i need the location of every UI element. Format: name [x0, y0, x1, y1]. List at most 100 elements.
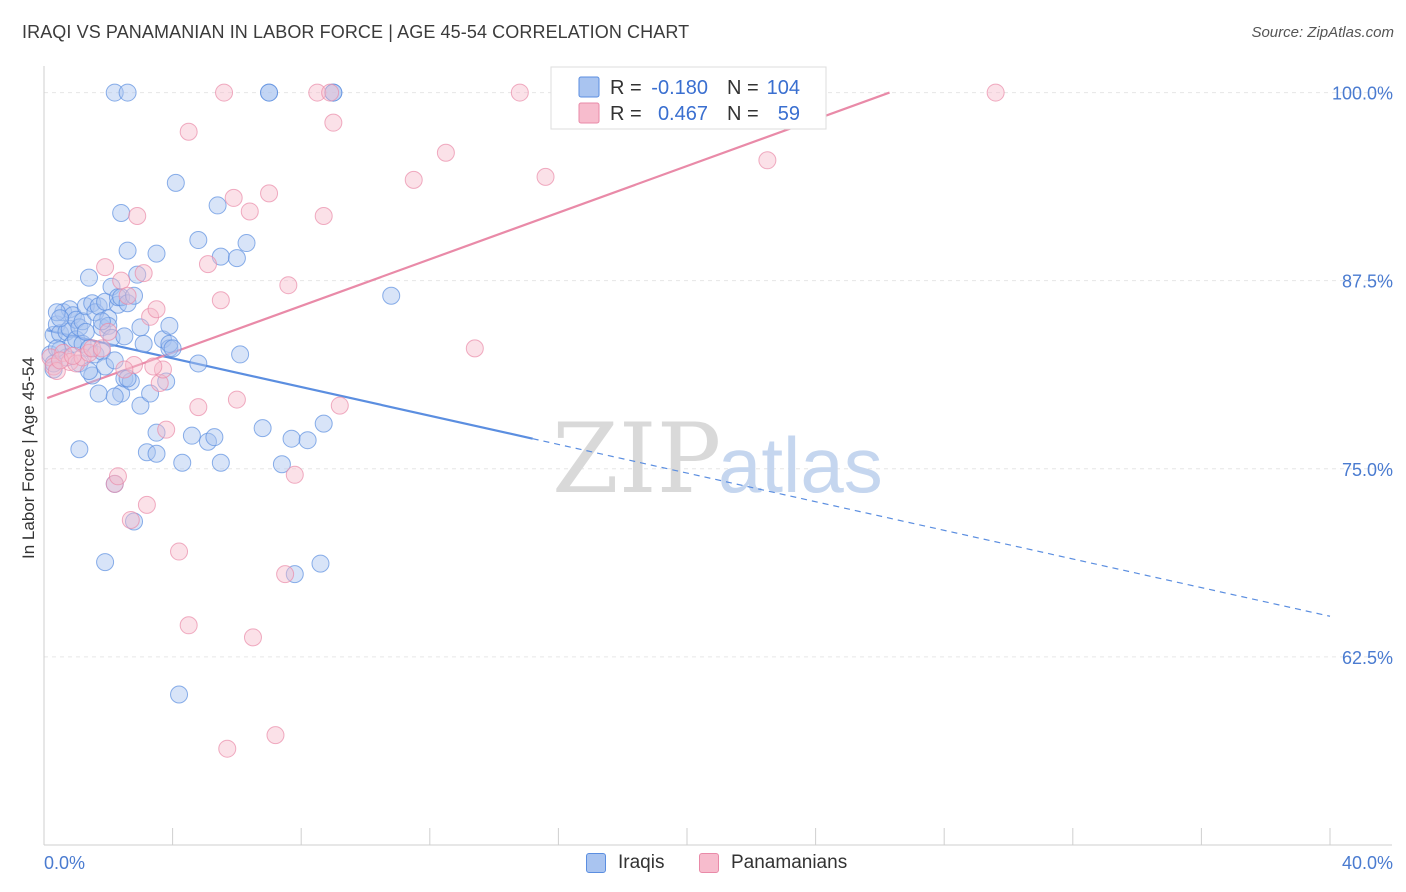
data-point	[157, 372, 176, 391]
data-point	[73, 334, 92, 353]
data-point	[105, 387, 124, 406]
data-point	[231, 345, 250, 364]
legend-n-label: N =	[727, 77, 759, 99]
data-point	[382, 286, 401, 305]
legend-r-label: R =	[610, 103, 642, 125]
data-point	[179, 122, 198, 141]
data-point	[314, 414, 333, 433]
watermark-zip: ZIP	[552, 403, 721, 515]
data-point	[198, 255, 217, 274]
data-point	[189, 231, 208, 250]
data-point	[141, 307, 160, 326]
data-point	[227, 249, 246, 268]
data-point	[99, 316, 118, 335]
watermark: ZIP atlas	[552, 403, 883, 515]
data-point	[118, 286, 137, 305]
data-point	[108, 467, 127, 486]
data-point	[173, 453, 192, 472]
data-point	[260, 184, 279, 203]
stats-legend: R = R = -0.180 0.467 N = N = 104 59	[550, 66, 827, 130]
legend-swatch-panamanians	[578, 102, 600, 124]
data-point	[144, 357, 163, 376]
trend-line-panamanians	[46, 91, 890, 400]
data-point	[112, 203, 131, 222]
data-point	[80, 268, 99, 287]
y-tick-label: 100.0%	[1332, 84, 1393, 104]
data-point	[536, 167, 555, 186]
data-point	[83, 339, 102, 358]
legend-n-value-iraqis: 104	[767, 77, 800, 99]
data-point	[125, 286, 144, 305]
data-point	[51, 309, 70, 328]
data-point	[240, 202, 259, 221]
legend-item-panamanians: Panamanians	[699, 852, 847, 874]
data-point	[465, 339, 484, 358]
data-point	[285, 565, 304, 584]
data-point	[153, 360, 172, 379]
legend-r-value-iraqis: -0.180	[651, 77, 708, 99]
legend-label-panamanians: Panamanians	[731, 852, 848, 873]
data-point	[330, 396, 349, 415]
data-point	[260, 83, 279, 102]
data-point	[92, 312, 111, 331]
data-point	[89, 297, 108, 316]
data-point	[63, 346, 82, 365]
data-point	[224, 188, 243, 207]
axes	[43, 66, 1392, 846]
data-point	[128, 206, 147, 225]
data-point	[272, 455, 291, 474]
data-point	[96, 553, 115, 572]
data-point	[215, 83, 234, 102]
data-point	[198, 432, 217, 451]
data-point	[314, 206, 333, 225]
y-tick-labels: 62.5% 75.0% 87.5% 100.0%	[1332, 84, 1393, 668]
data-point	[170, 685, 189, 704]
data-point	[163, 339, 182, 358]
data-point	[179, 616, 198, 635]
data-point	[118, 241, 137, 260]
data-point	[125, 355, 144, 374]
data-point	[436, 143, 455, 162]
legend-r-label: R =	[610, 77, 642, 99]
data-point	[147, 300, 166, 319]
legend-r-value-panamanians: 0.467	[658, 103, 708, 125]
legend-n-value-panamanians: 59	[778, 103, 800, 125]
data-point	[282, 429, 301, 448]
legend-swatch-panamanians	[699, 853, 719, 873]
data-point	[121, 510, 140, 529]
data-point	[170, 542, 189, 561]
data-point	[266, 726, 285, 745]
legend-swatch-iraqis	[578, 76, 600, 98]
data-point	[758, 151, 777, 170]
data-point	[227, 390, 246, 409]
data-point	[211, 291, 230, 310]
data-point	[147, 444, 166, 463]
legend-swatch-iraqis	[586, 853, 606, 873]
data-point	[137, 443, 156, 462]
data-point	[218, 739, 237, 758]
data-point	[105, 351, 124, 370]
data-point	[118, 83, 137, 102]
data-point	[157, 420, 176, 439]
data-point	[298, 431, 317, 450]
watermark-atlas: atlas	[718, 421, 883, 509]
data-point	[76, 322, 95, 341]
data-point	[147, 244, 166, 263]
data-point	[321, 83, 340, 102]
data-point	[276, 565, 295, 584]
data-point	[128, 265, 147, 284]
y-tick-label: 87.5%	[1342, 272, 1393, 292]
data-point	[986, 83, 1005, 102]
data-point	[285, 465, 304, 484]
grid-lines	[44, 92, 1392, 658]
data-point	[324, 113, 343, 132]
chart-title: IRAQI VS PANAMANIAN IN LABOR FORCE | AGE…	[22, 22, 690, 42]
data-point	[182, 426, 201, 445]
data-point	[92, 339, 111, 358]
trend-line-iraqis	[46, 329, 533, 440]
data-point	[208, 196, 227, 215]
data-point	[137, 495, 156, 514]
data-point	[211, 453, 230, 472]
data-point	[189, 354, 208, 373]
